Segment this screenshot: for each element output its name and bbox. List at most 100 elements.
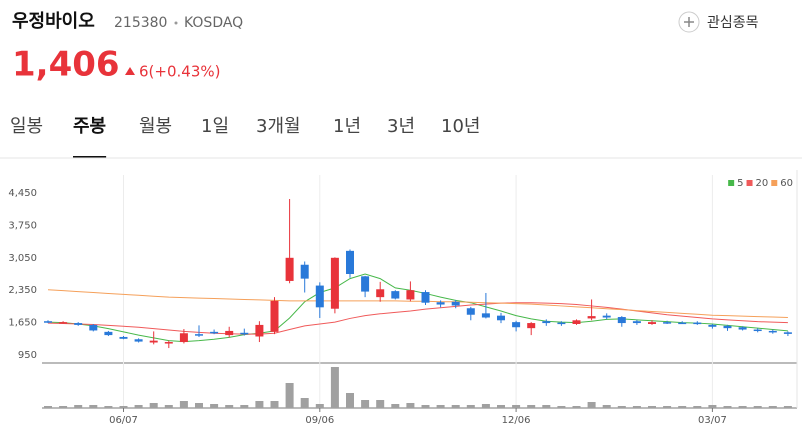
volume-bar <box>663 406 672 408</box>
volume-bar <box>753 406 762 408</box>
candle-body <box>497 315 505 321</box>
tab[interactable]: 주봉 <box>73 116 106 137</box>
candle-body <box>330 257 339 309</box>
candle-body <box>421 292 430 303</box>
candle-body <box>783 332 792 334</box>
x-tick-label: 03/07 <box>698 415 727 426</box>
candle-body <box>195 334 203 336</box>
volume-bar <box>406 403 415 408</box>
y-tick-label: 950 <box>18 350 37 361</box>
candle-body <box>436 302 445 305</box>
price: 1,406 <box>12 45 120 85</box>
y-tick-label: 4,450 <box>8 188 37 199</box>
watch-icon[interactable] <box>678 11 700 33</box>
volume-bar <box>708 405 717 408</box>
volume-bar <box>391 404 400 408</box>
up-arrow <box>125 67 135 75</box>
candle-body <box>693 322 702 325</box>
candle-body <box>602 315 611 318</box>
y-tick-label: 3,750 <box>8 220 37 231</box>
volume-bar <box>119 406 128 408</box>
candle-body <box>527 323 536 329</box>
tab[interactable]: 10년 <box>441 116 480 137</box>
stock-code: 215380 <box>114 15 167 31</box>
candle-body <box>391 291 400 299</box>
volume-bar <box>602 405 611 408</box>
candle-body <box>466 308 475 315</box>
volume-bar <box>466 405 475 408</box>
volume-bar <box>255 401 264 408</box>
candle-body <box>179 333 188 343</box>
ma-line <box>47 289 788 319</box>
y-tick-label: 3,050 <box>8 253 37 264</box>
volume-bar <box>527 405 536 408</box>
volume-bar <box>346 393 354 408</box>
watch-button[interactable]: 관심종목 <box>678 11 759 33</box>
candle-body <box>270 300 279 332</box>
volume-bar <box>512 405 521 408</box>
volume-bar <box>270 401 279 408</box>
candle-body <box>376 289 385 298</box>
volume-bar <box>768 406 777 408</box>
volume-bar <box>481 404 490 408</box>
ma-line <box>47 302 788 335</box>
legend-label: 20 <box>756 178 769 189</box>
volume-bar <box>59 406 68 408</box>
candle-body <box>225 330 234 336</box>
volume-bar <box>376 400 385 408</box>
candle-body <box>753 329 762 332</box>
volume-bar <box>497 405 505 408</box>
candle-body <box>542 321 551 324</box>
candle-body <box>723 325 732 329</box>
x-tick-label: 09/06 <box>305 415 334 426</box>
tab[interactable]: 3년 <box>387 116 415 137</box>
volume-bar <box>44 406 52 408</box>
volume-bar <box>149 403 158 408</box>
candle-body <box>587 316 596 319</box>
candle-body <box>346 250 354 274</box>
price-change: 6(+0.43%) <box>139 63 220 81</box>
volume-bar <box>210 404 219 408</box>
volume-bar <box>617 406 626 408</box>
volume-bar <box>134 405 143 408</box>
volume-bar <box>738 406 747 408</box>
candle-body <box>451 301 460 306</box>
candle-body <box>738 327 747 330</box>
candle-body <box>240 332 249 335</box>
candle-body <box>663 322 672 324</box>
tab[interactable]: 1일 <box>201 116 229 137</box>
volume-bar <box>315 404 324 408</box>
candle-body <box>512 322 521 328</box>
tab[interactable]: 일봉 <box>10 116 43 137</box>
watch-label[interactable]: 관심종목 <box>707 15 759 31</box>
tab[interactable]: 1년 <box>333 116 361 137</box>
volume-bar <box>542 405 551 408</box>
volume-bar <box>678 406 687 408</box>
tabs: 일봉 주봉 월봉 1일 3개월 1년 3년 10년 <box>10 116 480 158</box>
volume-bar <box>225 405 234 408</box>
candle-body <box>315 285 324 308</box>
candle-body <box>572 320 581 324</box>
volume-bar <box>693 406 702 408</box>
volume-bar <box>104 406 113 408</box>
legend-swatch <box>771 180 778 186</box>
candle-body <box>59 322 68 324</box>
tab[interactable]: 월봉 <box>139 116 172 137</box>
volume-bar <box>648 406 656 408</box>
candle-body <box>648 322 656 324</box>
tab[interactable]: 3개월 <box>256 116 301 137</box>
volume-bar <box>300 398 309 408</box>
volume-bar <box>179 401 188 408</box>
y-tick-label: 1,650 <box>8 318 37 329</box>
volume-bar <box>285 383 294 408</box>
x-tick-label: 12/06 <box>502 415 531 426</box>
plus-icon[interactable] <box>684 17 694 27</box>
legend-swatch <box>746 180 753 186</box>
volume-bar <box>632 406 641 408</box>
candle-body <box>708 324 717 327</box>
volume-bar <box>195 403 203 408</box>
candle-body <box>617 317 626 324</box>
market: KOSDAQ <box>184 15 243 31</box>
candle-body <box>300 264 309 279</box>
volume-bar <box>361 400 370 408</box>
